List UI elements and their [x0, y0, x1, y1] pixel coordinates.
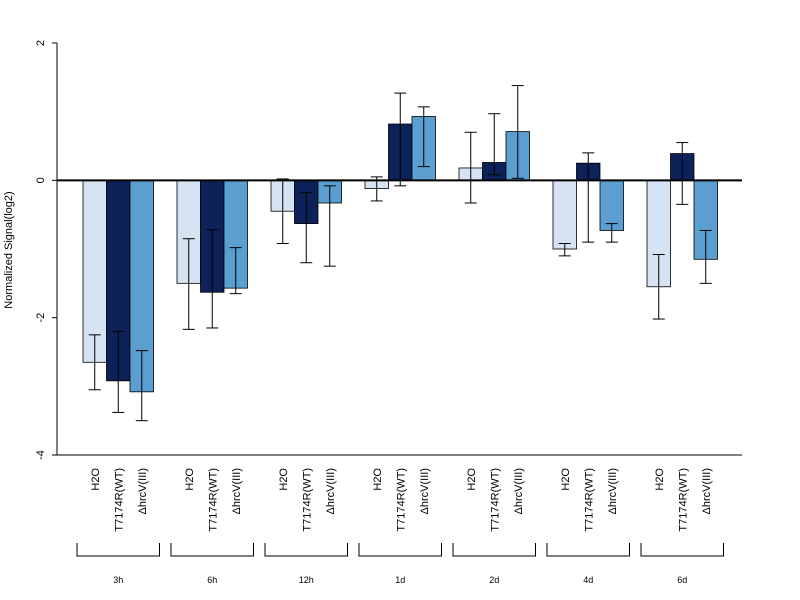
category-label: ΔhrcV(III)	[137, 468, 149, 514]
group-label: 3h	[113, 575, 123, 585]
group-bracket	[452, 543, 536, 557]
category-label: T7174R(WT)	[301, 468, 313, 532]
category-label: T7174R(WT)	[677, 468, 689, 532]
y-axis-label: Normalized Signal(log2)	[3, 191, 15, 308]
y-tick-label: -2	[35, 313, 47, 323]
group-bracket	[546, 543, 630, 557]
category-label: T7174R(WT)	[395, 468, 407, 532]
group-label: 12h	[299, 575, 314, 585]
group-bracket	[170, 543, 254, 557]
group-label: 6h	[207, 575, 217, 585]
group-bracket	[640, 543, 724, 557]
bar-4d-0	[552, 179, 577, 250]
group-label: 4d	[583, 575, 593, 585]
category-label: H2O	[466, 468, 478, 491]
group-bracket	[76, 543, 160, 557]
group-label: 2d	[489, 575, 499, 585]
category-label: H2O	[560, 468, 572, 491]
category-label: ΔhrcV(III)	[231, 468, 243, 514]
group-bracket	[264, 543, 348, 557]
category-label: H2O	[654, 468, 666, 491]
category-label: H2O	[90, 468, 102, 491]
plot-area: 2 0 -2 -4 H2O T7174R(WT) ΔhrcV(III) 3h H2O T7174R…	[35, 40, 742, 585]
group-label: 6d	[677, 575, 687, 585]
category-label: ΔhrcV(III)	[701, 468, 713, 514]
category-label: T7174R(WT)	[113, 468, 125, 532]
y-tick-label: 2	[35, 40, 47, 46]
y-tick-label: -4	[35, 450, 47, 460]
category-label: ΔhrcV(III)	[325, 468, 337, 514]
category-label: T7174R(WT)	[583, 468, 595, 532]
group-label: 1d	[395, 575, 405, 585]
category-label: H2O	[278, 468, 290, 491]
category-label: ΔhrcV(III)	[607, 468, 619, 514]
category-label: ΔhrcV(III)	[513, 468, 525, 514]
category-label: T7174R(WT)	[489, 468, 501, 532]
group-bracket	[358, 543, 442, 557]
category-label: H2O	[372, 468, 384, 491]
y-tick-label: 0	[35, 177, 47, 183]
category-label: ΔhrcV(III)	[419, 468, 431, 514]
bar-4d-2	[599, 179, 624, 231]
category-label: T7174R(WT)	[207, 468, 219, 532]
category-label: H2O	[184, 468, 196, 491]
